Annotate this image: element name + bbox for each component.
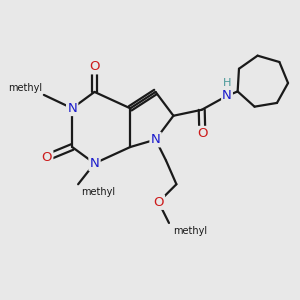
- Text: methyl: methyl: [173, 226, 208, 236]
- Text: O: O: [197, 127, 208, 140]
- Text: N: N: [151, 133, 160, 146]
- Text: H: H: [223, 78, 231, 88]
- Text: methyl: methyl: [81, 187, 115, 197]
- Text: N: N: [222, 89, 232, 102]
- Text: N: N: [90, 157, 99, 170]
- Text: O: O: [42, 151, 52, 164]
- Text: O: O: [89, 60, 100, 73]
- Text: O: O: [153, 196, 164, 208]
- Text: methyl: methyl: [8, 83, 42, 93]
- Text: N: N: [67, 102, 77, 115]
